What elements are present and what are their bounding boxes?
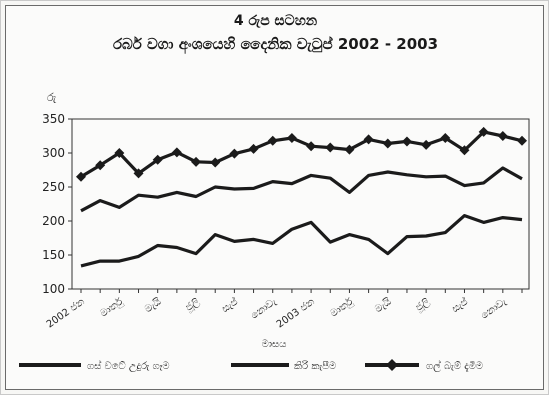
data-point-diamond xyxy=(306,141,317,152)
data-point-diamond xyxy=(248,143,259,154)
legend: ගස් වටේ උදුරු ගෑම කිරි කැපීම ගල් බැම් දැමී… xyxy=(19,359,483,372)
legend-label: ගල් බැම් දැමීම xyxy=(426,359,483,372)
data-point-diamond xyxy=(497,131,508,141)
plot-area-border xyxy=(71,118,530,290)
data-point-diamond xyxy=(229,148,240,159)
x-tick-label: මාර්තු xyxy=(328,296,355,320)
data-point-diamond xyxy=(267,135,278,146)
x-tick-label: නොවැ xyxy=(479,296,509,321)
legend-item: ගල් බැම් දැමීම xyxy=(365,359,483,372)
y-tick-label: 200 xyxy=(42,214,65,228)
legend-label: කිරි කැපීම xyxy=(294,360,336,372)
x-tick-label: 2002 ජන xyxy=(45,296,87,330)
chart-title-line-2: රබර් වගා අංශයෙහි දෛනික වැටුප් 2002 - 200… xyxy=(112,35,439,53)
x-tick-label: නොවැ xyxy=(249,296,279,321)
x-tick-label: ජූලි xyxy=(414,296,433,314)
data-point-diamond xyxy=(478,126,489,137)
data-point-diamond xyxy=(152,154,163,165)
series-3 xyxy=(76,126,527,182)
y-tick-label: 300 xyxy=(42,146,65,160)
data-point-diamond xyxy=(517,135,527,146)
data-point-diamond xyxy=(76,171,86,182)
x-tick-label: ජූලි xyxy=(183,296,202,314)
data-point-diamond xyxy=(459,145,470,156)
data-point-diamond xyxy=(382,138,393,149)
data-point-diamond xyxy=(363,134,374,145)
data-point-diamond xyxy=(325,142,336,153)
data-point-diamond xyxy=(401,136,412,147)
legend-item: ගස් වටේ උදුරු ගෑම xyxy=(19,359,170,372)
data-point-diamond xyxy=(191,156,202,167)
legend-item: කිරි කැපීම xyxy=(231,360,336,372)
y-tick-label: 150 xyxy=(42,248,65,262)
data-point-diamond xyxy=(95,160,106,171)
data-point-diamond xyxy=(440,133,451,144)
y-tick-label: 350 xyxy=(42,112,65,126)
data-point-diamond xyxy=(286,133,297,144)
data-point-diamond xyxy=(114,148,125,158)
y-tick-label: 100 xyxy=(42,282,65,296)
x-tick-label: සැප් xyxy=(449,295,470,315)
data-point-diamond xyxy=(210,157,221,168)
data-point-diamond xyxy=(344,144,355,155)
y-axis-label: රු xyxy=(47,91,57,104)
x-tick-label: 2003 ජන xyxy=(275,296,317,330)
series-2 xyxy=(80,166,523,213)
x-axis-label: මාසය xyxy=(262,339,287,350)
data-point-diamond xyxy=(421,139,432,150)
x-tick-label: මාර්තු xyxy=(98,296,125,320)
y-tick-label: 250 xyxy=(42,180,65,194)
data-point-diamond xyxy=(171,147,182,158)
chart-title-line-1: 4 රුප සටහන xyxy=(233,13,318,29)
x-tick-label: මැයි xyxy=(143,296,164,315)
legend-label: ගස් වටේ උදුරු ගෑම xyxy=(87,359,170,372)
series-line xyxy=(80,166,523,213)
series-line xyxy=(80,214,523,268)
chart-frame xyxy=(5,5,544,390)
legend-marker-diamond xyxy=(386,359,398,371)
series-layer xyxy=(76,126,527,268)
x-tick-label: සැප් xyxy=(219,295,240,315)
x-tick-label: මැයි xyxy=(373,296,394,315)
series-1 xyxy=(80,214,523,268)
data-point-diamond xyxy=(133,168,144,179)
series-line xyxy=(80,130,523,179)
